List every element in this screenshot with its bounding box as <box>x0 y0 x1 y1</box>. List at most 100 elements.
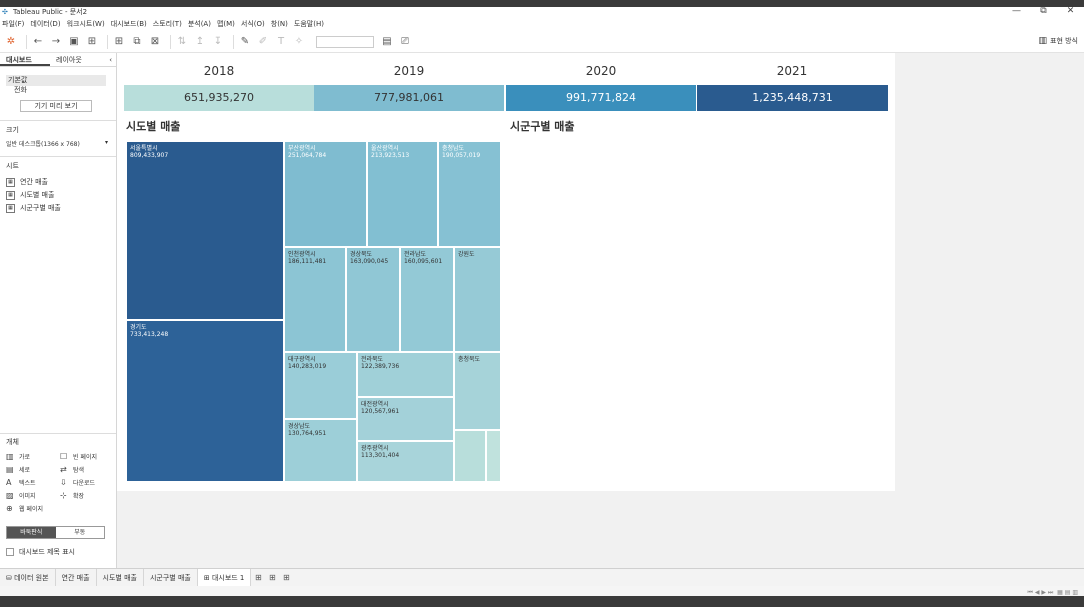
show-title-checkbox[interactable]: 대시보드 제목 표시 <box>6 547 75 557</box>
tab-sheet[interactable]: 시군구별 매출 <box>144 568 198 587</box>
treemap-region-name: 경상북도 <box>350 251 373 258</box>
treemap-tile[interactable]: 경기도 733,413,248 <box>126 320 284 482</box>
window-controls: — ⧉ ✕ <box>1003 6 1084 16</box>
prev-icon[interactable]: ◀ <box>1034 589 1040 596</box>
filmstrip-icon[interactable]: ▥ <box>1072 589 1078 596</box>
window-title: Tableau Public - 문서2 <box>13 8 88 16</box>
menu-analysis[interactable]: 분석(A) <box>187 20 211 28</box>
object-webpage[interactable]: ⊕ 웹 페이지 <box>6 503 60 513</box>
presentation-mode-icon[interactable]: ⎚ <box>401 35 409 47</box>
tab-dashboard-1[interactable]: ⊞ 대시보드 1 <box>197 568 252 587</box>
menu-format[interactable]: 서식(O) <box>240 20 265 28</box>
treemap-tile[interactable]: 경상남도 130,764,951 <box>284 419 357 482</box>
tab-layout[interactable]: 레이아웃 <box>56 56 82 64</box>
object-horizontal[interactable]: ▥ 가로 <box>6 451 60 461</box>
label-icon[interactable]: T <box>277 35 285 47</box>
tiled-button[interactable]: 바둑판식 <box>7 527 56 538</box>
treemap-tile[interactable]: 광주광역시 113,301,404 <box>357 441 454 482</box>
clear-icon[interactable]: ⊠ <box>150 35 160 47</box>
object-text[interactable]: A 텍스트 <box>6 477 60 487</box>
save-icon[interactable]: ▣ <box>69 35 79 47</box>
treemap-tile[interactable]: 전라북도 122,389,736 <box>357 352 454 397</box>
size-dropdown[interactable]: 일반 데스크톱(1366 x 768) ▾ <box>6 139 108 148</box>
treemap-region-name: 광주광역시 <box>361 445 389 452</box>
sheet-item[interactable]: ▦ 시군구별 매출 <box>6 203 116 213</box>
new-dashboard-icon[interactable]: ⊞ <box>269 573 276 582</box>
list-view-icon[interactable]: ▤ <box>1064 589 1071 596</box>
kpi-tile[interactable]: 1,235,448,731 <box>697 85 888 111</box>
treemap-tile[interactable]: 인천광역시 186,111,481 <box>284 247 346 352</box>
object-blank[interactable]: ☐ 빈 페이지 <box>60 451 112 461</box>
kpi-tile[interactable]: 991,771,824 <box>506 85 696 111</box>
first-icon[interactable]: ⏮ <box>1027 589 1033 596</box>
menu-help[interactable]: 도움말(H) <box>293 20 324 28</box>
sort-desc-icon[interactable]: ↧ <box>213 35 223 47</box>
treemap-tile[interactable]: 충청북도 <box>454 352 501 430</box>
object-image[interactable]: ▨ 이미지 <box>6 490 60 500</box>
treemap-tile[interactable] <box>454 430 486 482</box>
object-download[interactable]: ⇩ 다운로드 <box>60 477 112 487</box>
menu-window[interactable]: 창(N) <box>270 20 288 28</box>
menu-map[interactable]: 맵(M) <box>216 20 235 28</box>
tab-datasource[interactable]: ⛁ 데이터 원본 <box>0 568 56 587</box>
treemap-tile[interactable]: 대구광역시 140,283,019 <box>284 352 357 419</box>
tab-dashboard[interactable]: 대시보드 <box>0 53 50 66</box>
last-icon[interactable]: ⏭ <box>1047 589 1054 596</box>
os-taskbar <box>0 596 1084 607</box>
menu-story[interactable]: 스토리(T) <box>152 20 182 28</box>
menu-worksheet[interactable]: 워크시트(W) <box>66 20 105 28</box>
undo-icon[interactable]: ← <box>33 35 43 47</box>
device-phone[interactable]: 전화 <box>14 86 27 94</box>
new-worksheet-icon[interactable]: ⊞ <box>255 573 262 582</box>
next-icon[interactable]: ▶ <box>1041 589 1046 596</box>
duplicate-icon[interactable]: ⧉ <box>133 35 141 47</box>
redo-icon[interactable]: → <box>51 35 61 47</box>
swap-icon[interactable]: ⇅ <box>177 35 187 47</box>
fit-dropdown[interactable] <box>316 35 374 48</box>
treemap-tile[interactable]: 부산광역시 251,064,784 <box>284 141 367 247</box>
tab-sheet[interactable]: 연간 매출 <box>56 568 97 587</box>
treemap-tile[interactable]: 대전광역시 120,567,961 <box>357 397 454 441</box>
grid-view-icon[interactable]: ▦ <box>1057 589 1063 596</box>
treemap-tile[interactable]: 울산광역시 213,923,513 <box>367 141 438 247</box>
close-icon[interactable]: ✕ <box>1066 6 1075 16</box>
object-navigation[interactable]: ⇄ 탐색 <box>60 464 112 474</box>
minimize-icon[interactable]: — <box>1012 6 1021 16</box>
treemap-tile[interactable]: 서울특별시 809,433,907 <box>126 141 284 320</box>
device-preview-button[interactable]: 기기 미리 보기 <box>20 100 92 112</box>
treemap-region-name: 전라북도 <box>361 356 384 363</box>
treemap-tile[interactable]: 충청남도 190,057,019 <box>438 141 501 247</box>
tab-sheet[interactable]: 시도별 매출 <box>97 568 144 587</box>
kpi-tile[interactable]: 777,981,061 <box>314 85 504 111</box>
sheet-item[interactable]: ▦ 연간 매출 <box>6 177 116 187</box>
device-default[interactable]: 기본값 <box>6 75 106 86</box>
treemap-tile[interactable]: 전라남도 160,095,601 <box>400 247 454 352</box>
floating-button[interactable]: 부동 <box>74 529 86 536</box>
kpi-tile[interactable]: 651,935,270 <box>124 85 314 111</box>
treemap-tile[interactable] <box>486 430 501 482</box>
treemap-region-value: 251,064,784 <box>288 152 327 159</box>
divider <box>0 120 116 121</box>
show-cards-icon[interactable]: ▤ <box>382 35 392 47</box>
restore-icon[interactable]: ⧉ <box>1040 6 1047 16</box>
menu-dashboard[interactable]: 대시보드(B) <box>110 20 147 28</box>
highlight-icon[interactable]: ✎ <box>240 35 250 47</box>
pin-icon[interactable]: ✧ <box>294 35 304 47</box>
menu-data[interactable]: 데이터(D) <box>30 20 61 28</box>
presentation-label: 표현 방식 <box>1050 37 1078 45</box>
treemap-tile[interactable]: 경상북도 163,090,045 <box>346 247 400 352</box>
presentation-button[interactable]: ▥ 표현 방식 <box>1038 36 1078 46</box>
start-page-icon[interactable]: ✲ <box>6 35 16 47</box>
object-extension[interactable]: ⊹ 확장 <box>60 490 112 500</box>
new-story-icon[interactable]: ⊞ <box>283 573 290 582</box>
menu-file[interactable]: 파일(F) <box>2 20 25 28</box>
toolbar-divider <box>107 34 108 49</box>
treemap-tile[interactable]: 강원도 <box>454 247 501 352</box>
collapse-icon[interactable]: ‹ <box>109 56 112 64</box>
new-worksheet-icon[interactable]: ⊞ <box>114 35 124 47</box>
object-vertical[interactable]: ▤ 세로 <box>6 464 60 474</box>
sheet-item[interactable]: ▦ 시도별 매출 <box>6 190 116 200</box>
group-icon[interactable]: ✐ <box>258 35 268 47</box>
new-datasource-icon[interactable]: ⊞ <box>87 35 97 47</box>
sort-asc-icon[interactable]: ↥ <box>195 35 205 47</box>
